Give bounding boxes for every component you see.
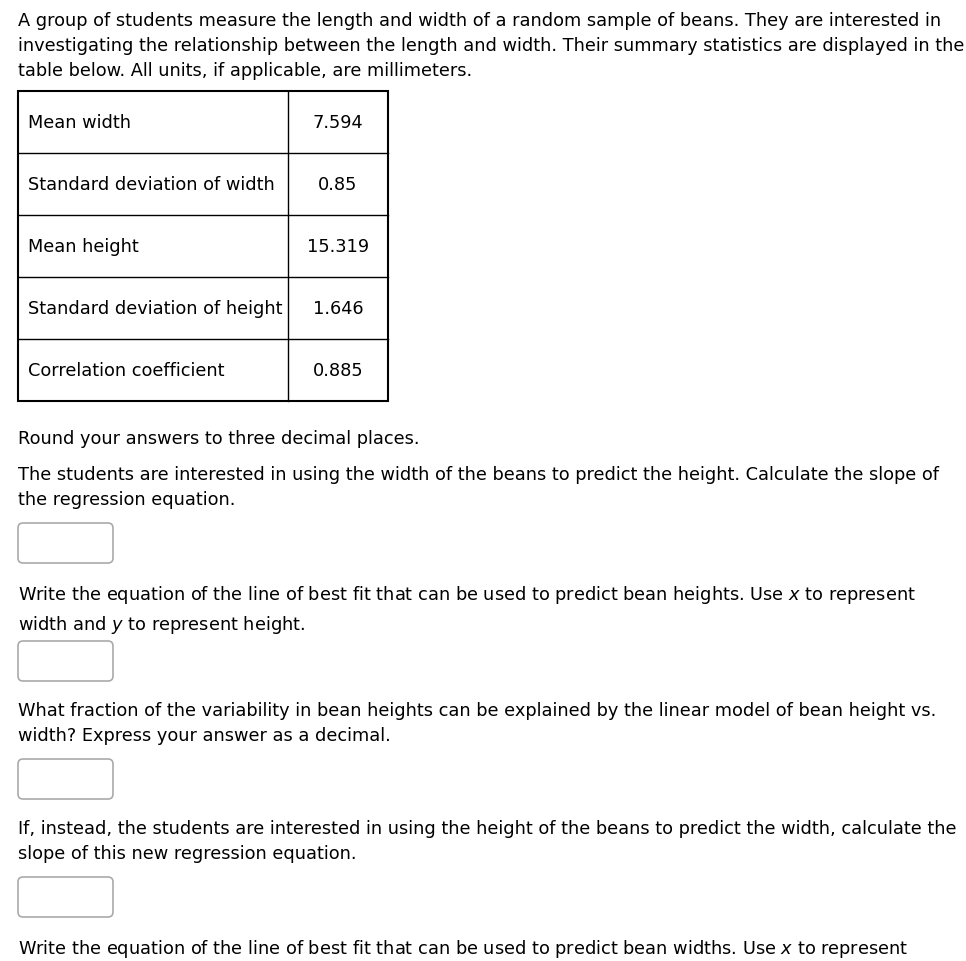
FancyBboxPatch shape bbox=[18, 759, 113, 800]
FancyBboxPatch shape bbox=[18, 877, 113, 917]
Text: What fraction of the variability in bean heights can be explained by the linear : What fraction of the variability in bean… bbox=[18, 702, 936, 744]
Text: Write the equation of the line of best fit that can be used to predict bean heig: Write the equation of the line of best f… bbox=[18, 583, 916, 635]
Text: Correlation coefficient: Correlation coefficient bbox=[28, 361, 224, 380]
Text: Mean height: Mean height bbox=[28, 237, 139, 256]
Text: Standard deviation of height: Standard deviation of height bbox=[28, 300, 282, 318]
Text: Round your answers to three decimal places.: Round your answers to three decimal plac… bbox=[18, 430, 419, 448]
Text: The students are interested in using the width of the beans to predict the heigh: The students are interested in using the… bbox=[18, 465, 939, 508]
Text: A group of students measure the length and width of a random sample of beans. Th: A group of students measure the length a… bbox=[18, 12, 964, 80]
Text: If, instead, the students are interested in using the height of the beans to pre: If, instead, the students are interested… bbox=[18, 819, 956, 862]
Bar bbox=[18, 92, 388, 402]
Text: 15.319: 15.319 bbox=[307, 237, 369, 256]
FancyBboxPatch shape bbox=[18, 641, 113, 681]
FancyBboxPatch shape bbox=[18, 524, 113, 563]
Text: Standard deviation of width: Standard deviation of width bbox=[28, 176, 274, 194]
Text: Write the equation of the line of best fit that can be used to predict bean widt: Write the equation of the line of best f… bbox=[18, 937, 908, 961]
Text: 0.885: 0.885 bbox=[313, 361, 363, 380]
Text: 1.646: 1.646 bbox=[313, 300, 363, 318]
Text: 7.594: 7.594 bbox=[313, 114, 363, 132]
Text: 0.85: 0.85 bbox=[319, 176, 357, 194]
Text: Mean width: Mean width bbox=[28, 114, 131, 132]
